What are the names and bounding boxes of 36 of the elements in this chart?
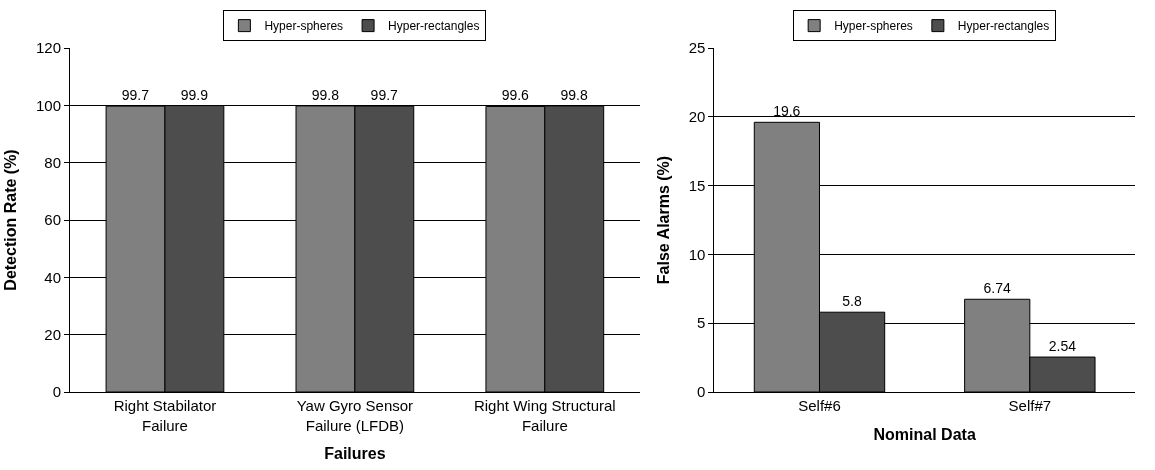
data-label: 2.54 [1048, 338, 1077, 355]
y-tick-label: 80 [44, 153, 61, 171]
y-tick-label: 120 [35, 39, 61, 57]
y-axis-title: Detection Rate (%) [1, 149, 19, 291]
x-tick-label: Self#7 [1008, 397, 1052, 414]
data-label: 99.8 [311, 86, 340, 103]
legend-label: Hyper-spheres [264, 19, 344, 34]
y-tick-label: 10 [688, 245, 706, 263]
y-tick-label: 0 [52, 383, 61, 401]
data-label: 99.9 [180, 86, 209, 103]
x-tick-label: Right Wing Structural Failure [473, 397, 616, 434]
y-tick-label: 0 [696, 383, 706, 401]
x-tick-label: Right Stabilator Failure [113, 397, 217, 434]
legend-label: Hyper-rectangles [957, 19, 1050, 34]
data-label: 99.7 [370, 87, 399, 104]
data-label: 6.74 [983, 280, 1011, 297]
data-label: 5.8 [842, 293, 862, 310]
y-tick-label: 5 [696, 314, 706, 332]
y-tick-label: 60 [44, 211, 61, 229]
data-label: 99.7 [121, 87, 150, 104]
data-label: 19.6 [773, 103, 801, 120]
data-label: 99.8 [560, 86, 588, 103]
data-label: 99.6 [501, 87, 530, 104]
y-tick-label: 25 [688, 39, 706, 57]
y-tick-label: 40 [44, 268, 61, 286]
y-tick-label: 15 [688, 176, 706, 194]
y-axis-title: False Alarms (%) [654, 155, 672, 285]
y-tick-label: 20 [688, 108, 706, 126]
legend-label: Hyper-rectangles [388, 19, 480, 34]
legend-label: Hyper-spheres [834, 19, 913, 34]
x-tick-label: Yaw Gyro Sensor Failure (LFDB) [296, 397, 414, 434]
y-tick-label: 100 [35, 96, 61, 114]
x-axis-title: Nominal Data [873, 425, 976, 443]
x-tick-label: Self#6 [798, 397, 841, 414]
y-tick-label: 20 [44, 325, 61, 343]
x-axis-title: Failures [324, 445, 386, 463]
